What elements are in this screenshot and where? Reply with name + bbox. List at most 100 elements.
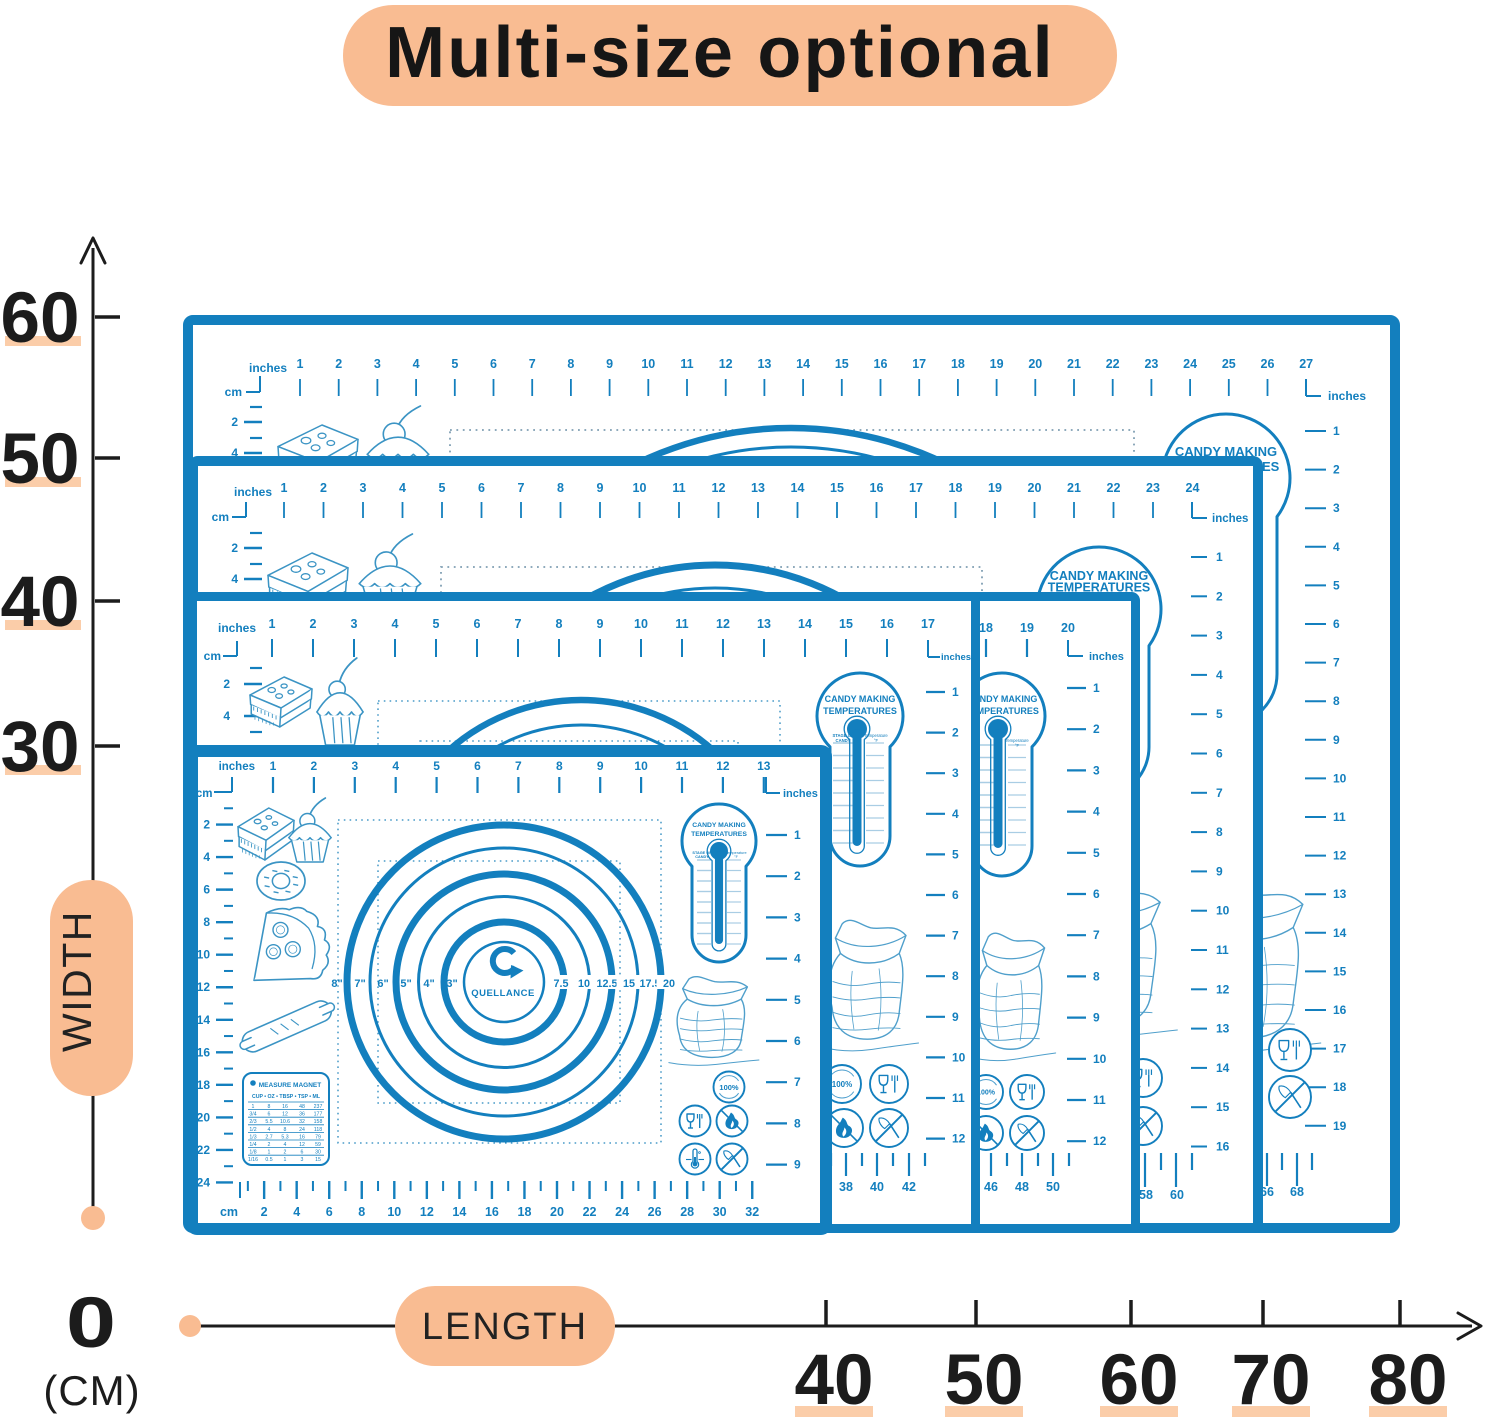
svg-text:10: 10: [578, 978, 590, 990]
svg-text:6: 6: [268, 1112, 271, 1118]
svg-text:24: 24: [197, 1175, 211, 1189]
svg-text:16: 16: [197, 1045, 211, 1059]
svg-text:3: 3: [301, 1157, 304, 1163]
svg-text:22: 22: [583, 1205, 597, 1219]
svg-text:16: 16: [874, 357, 888, 371]
svg-text:17: 17: [912, 357, 926, 371]
svg-text:2: 2: [231, 415, 238, 429]
svg-text:TEMPERATURES: TEMPERATURES: [691, 831, 747, 838]
svg-text:21: 21: [1067, 357, 1081, 371]
svg-text:6: 6: [326, 1205, 333, 1219]
svg-text:2: 2: [1216, 589, 1223, 603]
svg-text:24: 24: [299, 1127, 305, 1133]
svg-text:26: 26: [1261, 357, 1275, 371]
svg-text:8: 8: [557, 481, 564, 495]
svg-text:5: 5: [433, 617, 440, 631]
svg-text:3/4: 3/4: [249, 1112, 256, 1118]
svg-text:3: 3: [374, 357, 381, 371]
svg-text:10: 10: [952, 1050, 966, 1064]
svg-text:inches: inches: [249, 361, 287, 375]
svg-text:cm: cm: [196, 788, 213, 800]
svg-text:16: 16: [880, 617, 894, 631]
svg-text:14: 14: [1216, 1061, 1230, 1075]
svg-text:8: 8: [268, 1104, 271, 1110]
svg-text:12: 12: [952, 1132, 966, 1146]
svg-text:10: 10: [633, 481, 647, 495]
svg-text:1: 1: [270, 759, 277, 773]
svg-text:2/3: 2/3: [249, 1119, 256, 1125]
svg-text:21: 21: [1067, 481, 1081, 495]
svg-text:9: 9: [597, 617, 604, 631]
svg-text:13: 13: [751, 481, 765, 495]
svg-text:30: 30: [1, 708, 80, 787]
svg-text:3": 3": [446, 978, 457, 990]
svg-text:12: 12: [197, 980, 211, 994]
svg-text:4: 4: [413, 357, 420, 371]
svg-text:9: 9: [1093, 1011, 1100, 1025]
svg-text:5: 5: [952, 847, 959, 861]
svg-text:32: 32: [299, 1119, 305, 1125]
svg-text:2.7: 2.7: [265, 1134, 272, 1140]
svg-text:24: 24: [1183, 357, 1197, 371]
svg-text:12: 12: [716, 759, 730, 773]
svg-text:80: 80: [1369, 1341, 1448, 1420]
svg-text:27: 27: [1299, 357, 1313, 371]
svg-text:30: 30: [315, 1150, 321, 1156]
svg-text:9: 9: [1216, 864, 1223, 878]
svg-text:17: 17: [909, 481, 923, 495]
svg-text:2: 2: [261, 1205, 268, 1219]
svg-text:8: 8: [1333, 694, 1340, 708]
svg-text:20: 20: [197, 1110, 211, 1124]
svg-text:WIDTH: WIDTH: [54, 910, 100, 1052]
svg-text:inches: inches: [1089, 651, 1124, 663]
svg-text:CANDY MAKING: CANDY MAKING: [967, 694, 1038, 704]
svg-text:14: 14: [798, 617, 812, 631]
svg-text:12: 12: [712, 481, 726, 495]
svg-text:70: 70: [1232, 1341, 1311, 1420]
svg-text:66: 66: [1260, 1185, 1274, 1199]
svg-text:20: 20: [550, 1205, 564, 1219]
svg-text:5: 5: [439, 481, 446, 495]
svg-text:CANDY MAKING: CANDY MAKING: [692, 822, 746, 829]
svg-text:19: 19: [1020, 621, 1034, 635]
svg-text:60: 60: [1100, 1341, 1179, 1420]
svg-text:15: 15: [830, 481, 844, 495]
svg-text:Temperature: Temperature: [1005, 738, 1029, 743]
svg-text:16: 16: [485, 1205, 499, 1219]
svg-text:2: 2: [310, 617, 317, 631]
svg-text:4: 4: [952, 807, 959, 821]
svg-text:4: 4: [268, 1127, 271, 1133]
svg-text:5: 5: [1093, 846, 1100, 860]
svg-text:6: 6: [474, 759, 481, 773]
svg-text:5: 5: [1216, 707, 1223, 721]
svg-text:237: 237: [314, 1104, 323, 1110]
svg-text:4: 4: [1093, 805, 1100, 819]
svg-text:17.5: 17.5: [639, 978, 660, 990]
svg-text:7: 7: [515, 617, 522, 631]
svg-text:48: 48: [1015, 1180, 1029, 1194]
svg-text:inches: inches: [1328, 389, 1366, 403]
svg-text:1: 1: [269, 617, 276, 631]
svg-text:2: 2: [952, 726, 959, 740]
svg-text:4: 4: [392, 759, 399, 773]
svg-text:(CM): (CM): [43, 1367, 140, 1414]
svg-text:3: 3: [351, 759, 358, 773]
svg-text:23: 23: [1146, 481, 1160, 495]
svg-text:LENGTH: LENGTH: [422, 1306, 588, 1348]
svg-text:9: 9: [794, 1158, 801, 1172]
svg-text:12: 12: [299, 1142, 305, 1148]
svg-text:3: 3: [1093, 763, 1100, 777]
svg-text:1/16: 1/16: [248, 1157, 258, 1163]
svg-text:10: 10: [634, 759, 648, 773]
svg-text:16: 16: [870, 481, 884, 495]
svg-text:2: 2: [231, 541, 238, 555]
svg-text:4": 4": [423, 978, 434, 990]
svg-text:3: 3: [952, 766, 959, 780]
svg-text:inches: inches: [941, 652, 971, 663]
svg-text:19: 19: [990, 357, 1004, 371]
svg-text:15: 15: [835, 357, 849, 371]
svg-text:3: 3: [1216, 629, 1223, 643]
svg-text:1: 1: [252, 1104, 255, 1110]
svg-text:5: 5: [433, 759, 440, 773]
svg-text:158: 158: [314, 1119, 323, 1125]
